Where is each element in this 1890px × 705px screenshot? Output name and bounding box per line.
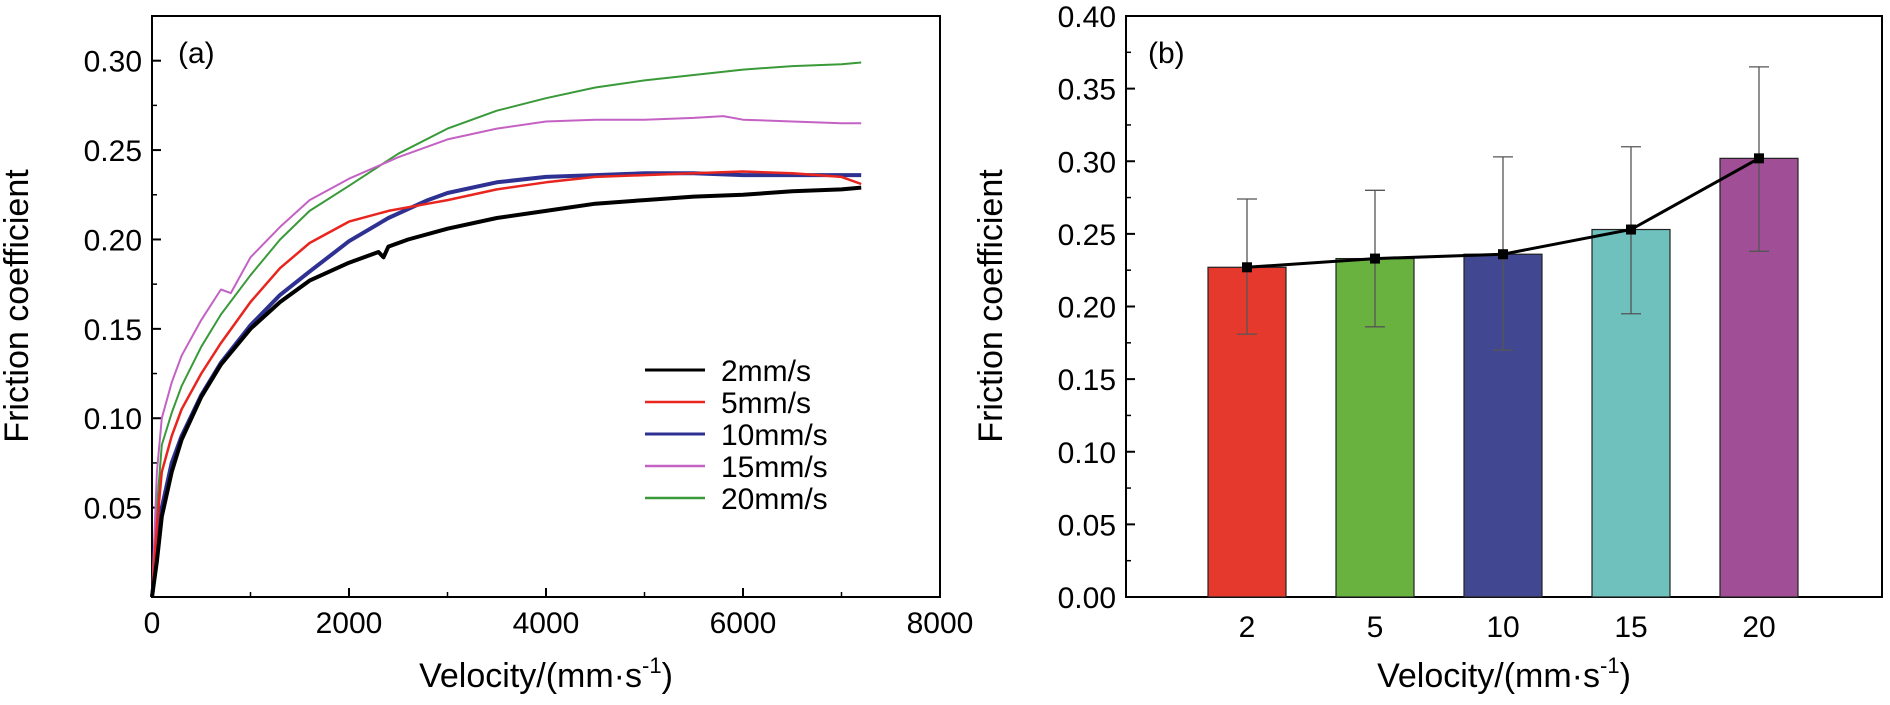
panel-b-y-tick-label: 0.05 <box>1058 509 1116 542</box>
panel-b-x-axis-title-sup: -1 <box>1600 653 1620 678</box>
panel-b-error-bars <box>1237 66 1769 351</box>
panel-a-x-axis-title-close: ) <box>662 657 673 695</box>
panel-a-y-tick-label: 0.30 <box>84 46 142 79</box>
panel-a-x-axis-title-main: Velocity/(mm·s <box>419 657 642 695</box>
mean-marker-15 <box>1626 224 1636 235</box>
panel-a-y-axis-title: Friction coefficient <box>0 169 36 443</box>
panel-a-x-tick-label: 6000 <box>710 607 777 640</box>
legend-label-5mm-per-s: 5mm/s <box>721 387 811 420</box>
panel-b-y-tick-label: 0.40 <box>1058 1 1116 34</box>
panel-a-x-tick-label: 0 <box>144 607 161 640</box>
panel-a-x-axis-title: Velocity/(mm·s-1) <box>419 653 673 695</box>
series-line-15mm-per-s <box>151 115 862 598</box>
panel-a-x-tick-label: 2000 <box>316 607 383 640</box>
panel-b-y-axis-title: Friction coefficient <box>972 169 1010 443</box>
mean-marker-2 <box>1242 262 1252 273</box>
panel-b-x-axis-title-close: ) <box>1620 657 1631 695</box>
panel-b-ticks: 0.00 0.05 0.10 0.15 0.20 0.25 0.30 0.35 0.40 2 5 10… <box>1058 1 1776 644</box>
series-line-2mm-per-s <box>150 185 862 598</box>
panel-b-y-tick-label: 0.25 <box>1058 219 1116 252</box>
panel-a-y-tick-label: 0.10 <box>84 403 142 436</box>
panel-a-x-axis-title-sup: -1 <box>642 653 662 678</box>
panel-b-y-tick-label: 0.10 <box>1058 437 1116 470</box>
panel-a-ticks: 0 2000 4000 6000 8000 0.05 0.10 0.15 0.20 0.25 0.3… <box>84 15 974 640</box>
legend-label-15mm-per-s: 15mm/s <box>721 451 828 484</box>
panel-b-x-tick-label: 5 <box>1367 611 1384 644</box>
panel-b-label: (b) <box>1148 37 1185 70</box>
panel-b-y-tick-label: 0.20 <box>1058 292 1116 325</box>
panel-b-x-axis-title: Velocity/(mm·s-1) <box>1377 653 1631 695</box>
panel-b-y-tick-label: 0.15 <box>1058 364 1116 397</box>
panel-a-line-chart: 0 2000 4000 6000 8000 0.05 0.10 0.15 0.20 0.25 0.3… <box>0 15 974 695</box>
panel-b-x-tick-label: 15 <box>1614 611 1647 644</box>
series-line-20mm-per-s <box>151 61 862 598</box>
panel-a-x-tick-label: 4000 <box>513 607 580 640</box>
panel-b-bar-chart: 0.00 0.05 0.10 0.15 0.20 0.25 0.30 0.35 0.40 2 5 10… <box>972 1 1883 695</box>
panel-a-x-tick-label: 8000 <box>907 607 974 640</box>
panel-a-label: (a) <box>178 37 215 70</box>
legend-label-20mm-per-s: 20mm/s <box>721 483 828 516</box>
panel-a-y-tick-label: 0.15 <box>84 314 142 347</box>
series-line-5mm-per-s <box>150 170 862 598</box>
panel-a-y-tick-label: 0.25 <box>84 135 142 168</box>
panel-b-y-tick-label: 0.35 <box>1058 74 1116 107</box>
panel-b-trend-line <box>1242 153 1764 273</box>
panel-b-y-tick-label: 0.00 <box>1058 582 1116 615</box>
panel-b-y-tick-label: 0.30 <box>1058 146 1116 179</box>
mean-marker-10 <box>1498 249 1508 260</box>
legend-label-2mm-per-s: 2mm/s <box>721 355 811 388</box>
panel-b-x-axis-title-main: Velocity/(mm·s <box>1377 657 1600 695</box>
mean-marker-20 <box>1754 153 1764 164</box>
panel-a-series <box>150 61 862 598</box>
panel-b-x-tick-label: 10 <box>1486 611 1519 644</box>
panel-b-x-tick-label: 2 <box>1239 611 1256 644</box>
panel-b-x-tick-label: 20 <box>1742 611 1775 644</box>
panel-a-y-tick-label: 0.05 <box>84 493 142 526</box>
legend-label-10mm-per-s: 10mm/s <box>721 419 828 452</box>
panel-a-y-tick-label: 0.20 <box>84 224 142 257</box>
mean-marker-5 <box>1370 253 1380 264</box>
